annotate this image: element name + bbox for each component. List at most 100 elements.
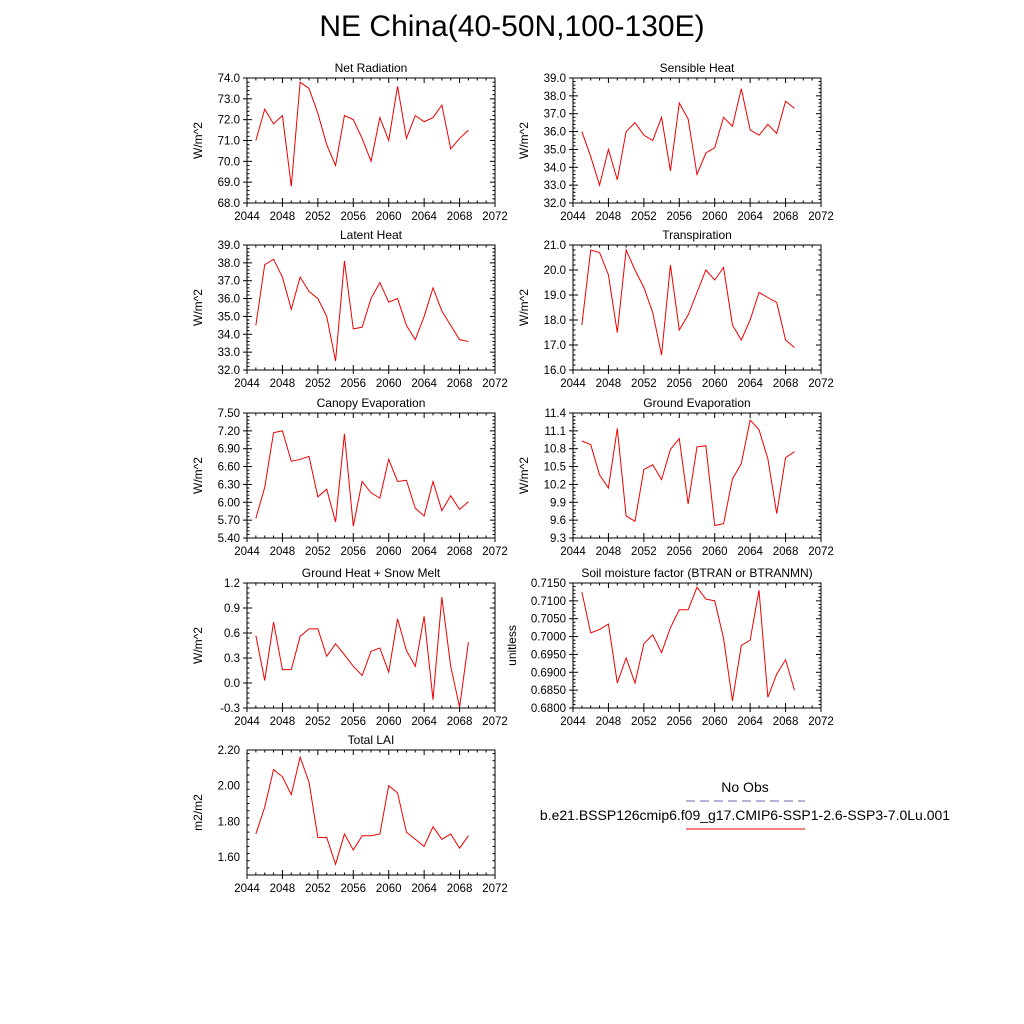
y-tick-label: 0.6800 — [531, 703, 566, 715]
y-tick-label: 33.0 — [544, 180, 566, 192]
y-tick-label: 0.6850 — [531, 685, 566, 697]
x-tick-label: 2068 — [447, 883, 473, 895]
y-tick-label: 16.0 — [544, 365, 566, 377]
y-tick-label: 9.6 — [550, 515, 566, 527]
x-tick-label: 2052 — [305, 211, 331, 223]
y-tick-label: 19.0 — [544, 290, 566, 302]
y-tick-label: 7.50 — [218, 408, 240, 420]
x-tick-label: 2048 — [596, 378, 622, 390]
x-tick-label: 2052 — [305, 883, 331, 895]
legend: No Obs b.e21.BSSP126cmip6.f09_g17.CMIP6-… — [540, 779, 950, 830]
y-tick-label: 68.0 — [218, 198, 240, 210]
series-line — [255, 81, 469, 187]
chart-title: Canopy Evaporation — [317, 396, 426, 410]
x-tick-label: 2052 — [305, 716, 331, 728]
y-axis-label: W/m^2 — [517, 122, 531, 159]
y-axis-label: W/m^2 — [191, 457, 205, 494]
chart-title: Ground Heat + Snow Melt — [302, 566, 441, 580]
y-tick-label: 2.00 — [218, 781, 240, 793]
y-tick-label: 9.9 — [550, 497, 566, 509]
y-tick-label: 17.0 — [544, 340, 566, 352]
y-tick-label: 74.0 — [218, 73, 240, 85]
x-tick-label: 2064 — [411, 546, 437, 558]
x-tick-label: 2060 — [376, 211, 402, 223]
x-tick-label: 2060 — [376, 546, 402, 558]
y-axis-label: W/m^2 — [191, 627, 205, 664]
chart-title: Latent Heat — [340, 228, 403, 242]
x-tick-label: 2052 — [631, 546, 657, 558]
plot-frame — [246, 749, 496, 876]
x-tick-label: 2044 — [560, 716, 586, 728]
page-title: NE China(40-50N,100-130E) — [319, 10, 705, 43]
x-tick-label: 2056 — [340, 378, 366, 390]
x-tick-label: 2068 — [773, 546, 799, 558]
y-tick-label: 69.0 — [218, 177, 240, 189]
y-tick-label: 73.0 — [218, 94, 240, 106]
x-tick-label: 2060 — [702, 716, 728, 728]
y-axis-label: W/m^2 — [517, 289, 531, 326]
plot-frame — [572, 582, 822, 709]
y-tick-label: 1.2 — [224, 578, 240, 590]
x-tick-label: 2044 — [560, 546, 586, 558]
x-tick-label: 2064 — [411, 716, 437, 728]
plot-frame — [572, 244, 822, 371]
series-line — [255, 755, 469, 866]
y-axis-label: m2/m2 — [191, 794, 205, 831]
x-tick-label: 2072 — [808, 716, 834, 728]
x-tick-label: 2048 — [270, 211, 296, 223]
x-tick-label: 2048 — [596, 211, 622, 223]
y-tick-label: 0.7100 — [531, 596, 566, 608]
x-tick-label: 2048 — [270, 546, 296, 558]
x-tick-label: 2072 — [482, 546, 508, 558]
x-tick-label: 2048 — [270, 883, 296, 895]
x-tick-label: 2064 — [737, 211, 763, 223]
x-tick-label: 2060 — [376, 716, 402, 728]
x-tick-label: 2072 — [808, 211, 834, 223]
x-tick-label: 2064 — [737, 378, 763, 390]
y-tick-label: 70.0 — [218, 156, 240, 168]
chart-panel-8: Soil moisture factor (BTRAN or BTRANMN) 2… — [505, 566, 834, 728]
x-tick-label: 2068 — [447, 546, 473, 558]
chart-title: Net Radiation — [335, 61, 408, 75]
y-tick-label: 33.0 — [218, 347, 240, 359]
plot-frame — [246, 244, 496, 371]
chart-title: Total LAI — [348, 733, 395, 747]
y-axis-label: unitless — [505, 625, 519, 666]
y-tick-label: 0.6900 — [531, 667, 566, 679]
x-tick-label: 2068 — [773, 211, 799, 223]
y-tick-label: 6.60 — [218, 462, 240, 474]
y-tick-label: 36.0 — [544, 127, 566, 139]
x-tick-label: 2064 — [411, 211, 437, 223]
y-tick-label: 0.7150 — [531, 578, 566, 590]
y-tick-label: 35.0 — [544, 144, 566, 156]
y-tick-label: 38.0 — [544, 91, 566, 103]
y-tick-label: 37.0 — [218, 276, 240, 288]
x-tick-label: 2056 — [666, 378, 692, 390]
y-tick-label: 71.0 — [218, 136, 240, 148]
series-line — [255, 258, 469, 362]
x-tick-label: 2056 — [340, 716, 366, 728]
y-tick-label: 9.3 — [550, 533, 566, 545]
y-tick-label: 1.80 — [218, 816, 240, 828]
x-tick-label: 2052 — [305, 546, 331, 558]
y-tick-label: 5.70 — [218, 515, 240, 527]
x-tick-label: 2052 — [631, 378, 657, 390]
y-axis-label: W/m^2 — [517, 457, 531, 494]
x-tick-label: 2072 — [482, 716, 508, 728]
x-tick-label: 2048 — [270, 378, 296, 390]
y-tick-label: 39.0 — [544, 73, 566, 85]
chart-panel-3: Latent Heat 2044 2048 2052 2056 2060 2064 2068 2… — [191, 228, 508, 390]
x-tick-label: 2060 — [376, 883, 402, 895]
series-line — [581, 88, 795, 188]
y-tick-label: 32.0 — [544, 198, 566, 210]
series-line — [581, 248, 795, 356]
chart-panel-4: Transpiration 2044 2048 2052 2056 2060 2064 206… — [517, 228, 834, 390]
y-tick-label: 7.20 — [218, 426, 240, 438]
y-tick-label: 5.40 — [218, 533, 240, 545]
chart-panel-1: Net Radiation 2044 2048 2052 2056 2060 2064 206… — [191, 61, 508, 223]
plot-frame — [246, 412, 496, 539]
y-tick-label: -0.3 — [220, 703, 240, 715]
x-tick-label: 2060 — [702, 546, 728, 558]
series-line — [581, 586, 795, 701]
